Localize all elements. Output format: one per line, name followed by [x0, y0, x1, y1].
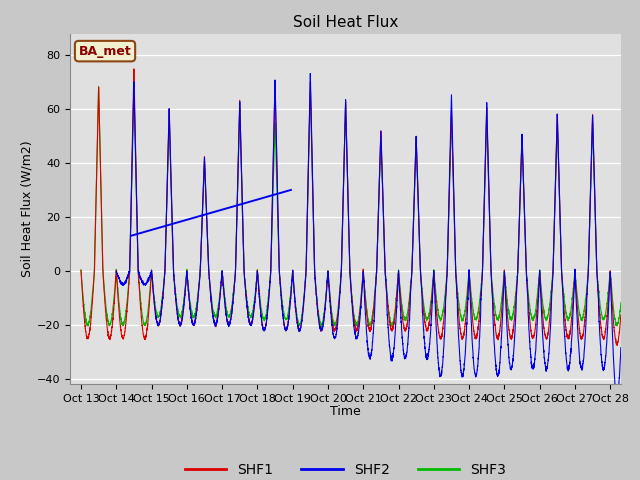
- SHF3: [95, 84, 102, 89]
- SHF2: [415, 203, 422, 208]
- SHF3: [77, 267, 85, 273]
- SHF2: [546, 338, 554, 344]
- SHF3: [317, 324, 325, 330]
- SHF2: [518, 132, 526, 137]
- SHF1: [385, 309, 392, 314]
- SHF3: [546, 301, 554, 307]
- SHF1: [130, 66, 138, 72]
- SHF1: [613, 343, 621, 348]
- Title: Soil Heat Flux: Soil Heat Flux: [293, 15, 398, 30]
- SHF2: [384, 325, 392, 331]
- Line: SHF2: SHF2: [116, 73, 640, 397]
- SHF1: [77, 267, 85, 273]
- X-axis label: Time: Time: [330, 405, 361, 418]
- SHF1: [546, 314, 554, 320]
- SHF3: [518, 144, 526, 150]
- Text: BA_met: BA_met: [79, 45, 131, 58]
- SHF1: [415, 208, 422, 214]
- SHF3: [415, 214, 422, 220]
- Line: SHF3: SHF3: [81, 86, 640, 327]
- SHF3: [385, 306, 392, 312]
- SHF1: [195, 293, 202, 299]
- SHF3: [195, 289, 202, 295]
- SHF3: [561, 299, 568, 304]
- Legend: SHF1, SHF2, SHF3: SHF1, SHF2, SHF3: [179, 457, 512, 480]
- Line: SHF1: SHF1: [81, 69, 640, 346]
- Y-axis label: Soil Heat Flux (W/m2): Soil Heat Flux (W/m2): [20, 141, 33, 277]
- SHF1: [561, 310, 568, 315]
- SHF1: [518, 138, 526, 144]
- SHF2: [561, 327, 568, 333]
- SHF2: [194, 295, 202, 300]
